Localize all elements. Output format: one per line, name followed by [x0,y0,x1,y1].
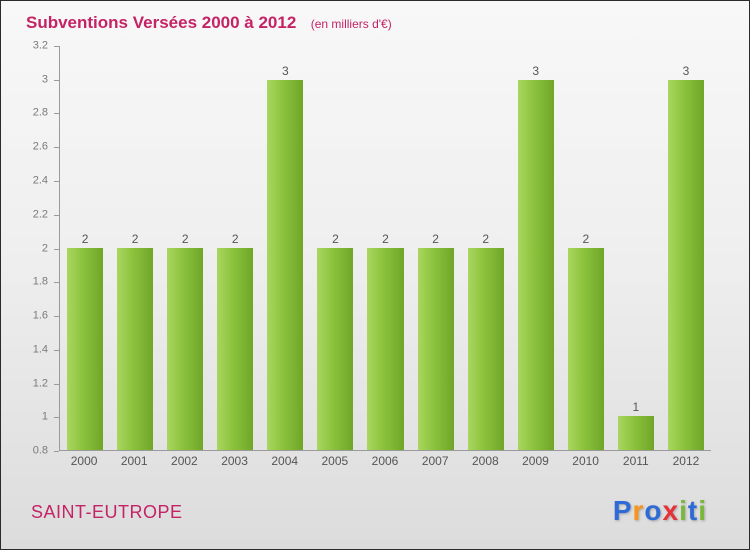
x-tick-label: 2003 [221,454,248,468]
bar-column: 2 [411,46,461,450]
y-tick-mark [54,79,59,81]
logo-letter: i [679,495,688,526]
plot-area: 2 2 2 2 3 2 2 2 2 3 2 1 3 [59,46,711,451]
y-tick-mark [54,315,59,317]
bar-column: 3 [260,46,310,450]
y-tick-label: 1 [41,410,48,423]
location-label: SAINT-EUTROPE [31,502,183,522]
bar [517,79,554,450]
bar [67,248,104,450]
bar-value-label: 2 [131,232,139,246]
bar-column: 1 [611,46,661,450]
x-tick-label: 2009 [522,454,549,468]
x-tick-label: 2007 [421,454,449,468]
x-tick-label: 2004 [271,454,299,468]
bar [217,248,254,450]
bar-column: 3 [511,46,561,450]
bar-value-label: 3 [282,63,289,78]
bar [167,248,204,450]
bar-value-label: 3 [682,63,690,78]
bar-column: 2 [561,46,611,450]
y-tick-mark [54,248,59,250]
y-tick-label: 1.2 [32,377,48,389]
bar [667,79,704,450]
bar-column: 2 [160,46,210,450]
y-axis: 3.2 3 2.8 2.6 2.4 2.2 2 1.8 1.6 1.4 1.2 1 0.8 [1,40,59,456]
logo-letter: r [632,495,645,526]
y-tick-mark [54,282,59,284]
bar-column: 2 [60,46,110,450]
x-tick-label: 2008 [471,454,499,468]
logo-letter: P [612,495,633,526]
y-tick-mark [54,214,59,216]
bar [267,79,304,450]
x-axis: 2000 2001 2002 2003 2004 2005 2006 2007 2008 2009… [59,454,711,468]
bar-value-label: 2 [81,232,89,246]
y-tick-label: 0.8 [32,444,48,457]
y-tick-label: 2.6 [32,140,48,153]
x-tick-label: 2011 [622,454,649,468]
bar [417,248,454,450]
y-tick-label: 2 [41,242,48,254]
y-tick-mark [54,46,59,47]
bar-column: 2 [360,46,410,450]
chart-title: Subventions Versées 2000 à 2012 [26,13,297,32]
bar-column: 2 [210,46,260,450]
x-tick-label: 2005 [321,454,349,468]
bar-value-label: 2 [332,232,339,246]
y-tick-label: 2.4 [32,174,48,187]
bar-value-label: 2 [482,232,489,246]
y-tick-label: 2.8 [32,106,48,119]
y-tick-mark [54,113,59,115]
bar-value-label: 2 [432,232,439,246]
bar-column: 3 [661,46,711,450]
bar [367,248,404,450]
x-tick-label: 2012 [672,454,700,468]
bar-column: 2 [310,46,360,450]
x-tick-label: 2006 [371,454,399,468]
bar-value-label: 2 [382,232,389,246]
bar-value-label: 3 [532,63,540,78]
bar [617,416,654,450]
y-tick-label: 1.4 [32,343,48,356]
proxiti-logo: Proxiti [613,495,707,527]
y-tick-label: 3.2 [32,39,48,52]
bar-value-label: 1 [632,400,640,415]
y-tick-mark [54,180,59,182]
y-tick-label: 1.8 [32,275,48,288]
bar [467,248,504,450]
logo-letter: t [687,495,699,526]
bar-value-label: 2 [582,232,590,246]
chart-subtitle: (en milliers d'€) [310,17,392,31]
bar-value-label: 2 [181,232,189,246]
x-tick-label: 2002 [171,454,198,468]
y-tick-mark [54,349,59,351]
y-tick-label: 3 [41,73,48,86]
y-tick-mark [54,383,59,385]
x-tick-label: 2010 [572,454,599,468]
chart-header: Subventions Versées 2000 à 2012 (en mill… [26,13,392,33]
x-tick-label: 2001 [120,454,148,468]
bar-column: 2 [110,46,160,450]
bar-value-label: 2 [231,232,239,246]
y-tick-label: 2.2 [32,208,48,221]
bar [117,248,154,450]
logo-letter: o [644,495,663,526]
y-tick-mark [54,451,59,452]
y-tick-mark [54,147,59,149]
y-tick-mark [54,417,59,419]
logo-letter: x [662,495,680,526]
bar [317,248,354,450]
bar [567,248,604,450]
bar-column: 2 [461,46,511,450]
bars: 2 2 2 2 3 2 2 2 2 3 2 1 3 [60,46,711,450]
x-tick-label: 2000 [70,454,98,468]
y-tick-label: 1.6 [32,309,48,322]
logo-letter: i [698,495,707,526]
